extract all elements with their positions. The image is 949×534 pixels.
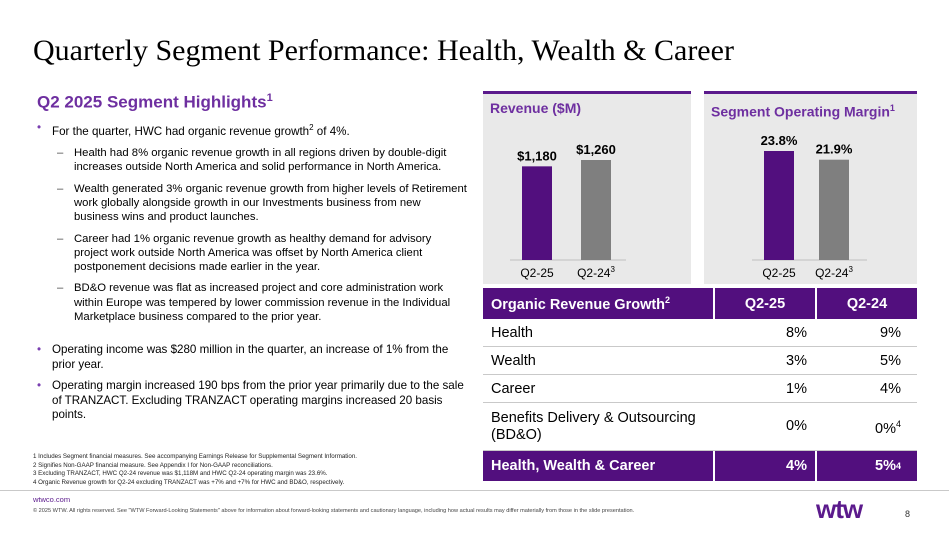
footnote: 1 Includes Segment financial measures. S… xyxy=(33,453,357,460)
page-number: 8 xyxy=(905,509,911,519)
organic-growth-table: Organic Revenue Growth2 Q2-25 Q2-24 Heal… xyxy=(483,288,917,481)
bar-q2-24 xyxy=(581,160,611,260)
footer-copyright: © 2025 WTW. All rights reserved. See "WT… xyxy=(33,508,635,514)
row-q2-24: 9% xyxy=(880,324,901,341)
row-label: Wealth xyxy=(491,352,536,369)
bar-q2-25 xyxy=(522,166,552,260)
footer-divider xyxy=(0,490,949,491)
header-label: Organic Revenue Growth2 xyxy=(491,294,671,313)
row-label: Health xyxy=(491,324,533,341)
row-q2-24: 0%4 xyxy=(875,418,901,437)
row-q2-24: 5% xyxy=(880,352,901,369)
row-label: Benefits Delivery & Outsourcing (BD&O) xyxy=(491,409,696,443)
tick-label: Q2-243 xyxy=(577,265,615,280)
revenue-chart-title: Revenue ($M) xyxy=(490,100,582,116)
revenue-chart-panel: Revenue ($M) $1,180 Q2-25 $1,260 Q2-243 xyxy=(483,91,691,284)
tick-label: Q2-25 xyxy=(520,266,554,280)
wtw-logo: wtw xyxy=(816,498,865,522)
row-q2-25: 3% xyxy=(786,352,807,369)
table-row: Health 8% 9% xyxy=(483,319,917,347)
footnotes: 1 Includes Segment financial measures. S… xyxy=(33,453,473,487)
svg-text:wtw: wtw xyxy=(816,498,864,522)
footnote: 4 Organic Revenue growth for Q2-24 exclu… xyxy=(33,478,345,486)
bar-q2-25 xyxy=(764,151,794,260)
table-header: Organic Revenue Growth2 Q2-25 Q2-24 xyxy=(483,288,917,319)
row-label: Career xyxy=(491,380,536,397)
header-q2-25: Q2-25 xyxy=(713,288,815,319)
bar-q2-24 xyxy=(819,159,849,260)
tick-label: Q2-243 xyxy=(815,265,853,280)
row-q2-24: 4% xyxy=(880,380,901,397)
data-label: 23.8% xyxy=(761,133,798,148)
footnote: 3 Excluding TRANZACT, HWC Q2-24 revenue … xyxy=(33,470,328,478)
margin-chart: 23.8% Q2-25 21.9% Q2-243 xyxy=(752,133,867,280)
sub-bullet-health: Health had 8% organic revenue growth in … xyxy=(37,146,467,175)
row-q2-25: 8% xyxy=(786,324,807,341)
bullet-operating-income: Operating income was $280 million in the… xyxy=(37,343,467,372)
total-q2-24: 5% 4 xyxy=(815,451,917,481)
data-label: 21.9% xyxy=(816,142,853,157)
tick-label: Q2-25 xyxy=(762,266,796,280)
highlights-title: Q2 2025 Segment Highlights1 xyxy=(37,92,273,112)
table-row: Wealth 3% 5% xyxy=(483,347,917,375)
revenue-chart: $1,180 Q2-25 $1,260 Q2-243 xyxy=(510,142,626,280)
sub-bullet-wealth: Wealth generated 3% organic revenue grow… xyxy=(37,182,467,225)
table-total-row: Health, Wealth & Career 4% 5% 4 xyxy=(483,451,917,481)
margin-chart-panel: Segment Operating Margin1 23.8% Q2-25 21.9… xyxy=(704,91,917,284)
row-q2-25: 1% xyxy=(786,380,807,397)
table-row: Career 1% 4% xyxy=(483,375,917,403)
data-label: $1,180 xyxy=(517,148,557,163)
row-q2-25: 0% xyxy=(786,418,807,434)
total-label: Health, Wealth & Career xyxy=(491,458,656,474)
footer-url[interactable]: wtwco.com xyxy=(33,495,71,504)
sub-bullet-career: Career had 1% organic revenue growth as … xyxy=(37,232,467,275)
sub-bullet-bdo: BD&O revenue was flat as increased proje… xyxy=(37,281,467,324)
segment-highlights: Q2 2025 Segment Highlights1 For the quar… xyxy=(37,92,467,430)
footnote: 2 Signifies Non-GAAP financial measure. … xyxy=(33,461,273,469)
total-q2-25: 4% xyxy=(713,451,815,481)
bullet-operating-margin: Operating margin increased 190 bps from … xyxy=(37,379,467,423)
data-label: $1,260 xyxy=(576,142,616,157)
bullet-organic-growth: For the quarter, HWC had organic revenue… xyxy=(37,121,467,139)
header-q2-24: Q2-24 xyxy=(815,288,917,319)
margin-chart-title: Segment Operating Margin1 xyxy=(711,103,895,120)
table-row: Benefits Delivery & Outsourcing (BD&O) 0… xyxy=(483,403,917,451)
page-title: Quarterly Segment Performance: Health, W… xyxy=(33,34,734,67)
